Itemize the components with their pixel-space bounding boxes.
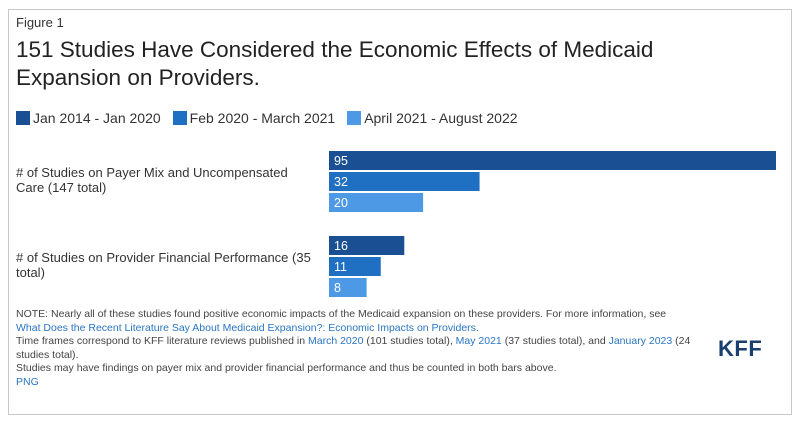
literature-link[interactable]: What Does the Recent Literature Say Abou… xyxy=(16,322,479,334)
january-2023-link[interactable]: January 2023 xyxy=(609,335,673,347)
chart-notes: NOTE: Nearly all of these studies found … xyxy=(16,308,716,389)
data-label-1-series-3: 20 xyxy=(334,196,348,210)
kff-logo: KFF xyxy=(718,336,762,362)
note-text-2c: (37 studies total), and xyxy=(502,335,609,347)
note-line-2: Time frames correspond to KFF literature… xyxy=(16,335,716,362)
data-label-2-series-3: 8 xyxy=(334,281,341,295)
note-line-1: NOTE: Nearly all of these studies found … xyxy=(16,308,716,335)
march-2020-link[interactable]: March 2020 xyxy=(308,335,363,347)
note-text-2a: Time frames correspond to KFF literature… xyxy=(16,335,308,347)
bar-1-series-1 xyxy=(329,151,776,170)
note-text-2b: (101 studies total), xyxy=(363,335,455,347)
may-2021-link[interactable]: May 2021 xyxy=(456,335,502,347)
data-label-2-series-2: 11 xyxy=(334,260,347,274)
data-label-1-series-2: 32 xyxy=(334,175,348,189)
note-text-1: NOTE: Nearly all of these studies found … xyxy=(16,308,666,320)
data-label-2-series-1: 16 xyxy=(334,239,348,253)
note-line-3: Studies may have findings on payer mix a… xyxy=(16,362,716,376)
bar-1-series-2 xyxy=(329,172,480,191)
png-download-link[interactable]: PNG xyxy=(16,376,39,388)
data-label-1-series-1: 95 xyxy=(334,154,348,168)
